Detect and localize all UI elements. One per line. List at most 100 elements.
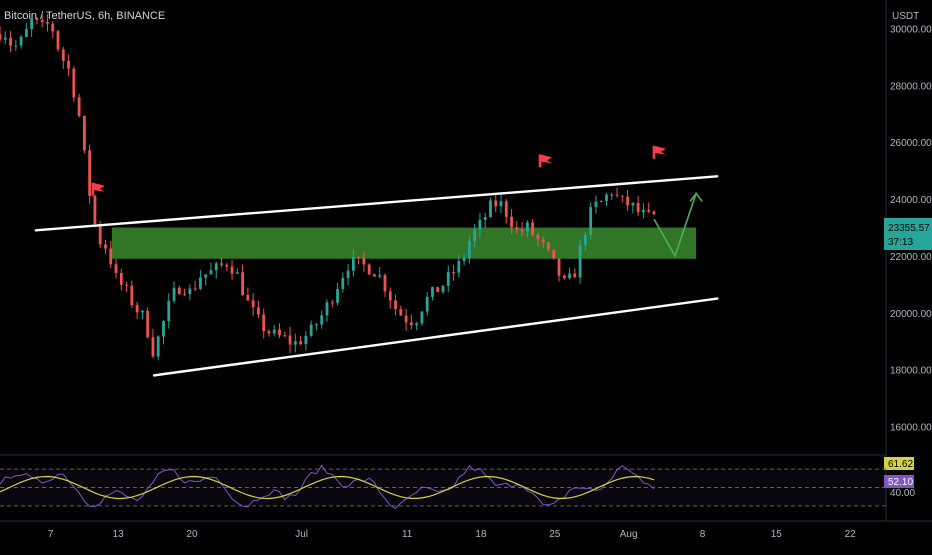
- rsi-ma-line[interactable]: [0, 475, 655, 500]
- candle: [278, 329, 281, 336]
- candle: [367, 264, 371, 275]
- projection-path[interactable]: [653, 193, 697, 258]
- candle: [552, 249, 556, 259]
- channel-lower-line[interactable]: [152, 297, 719, 377]
- price-tick-label: 22000.00: [890, 252, 932, 263]
- candle: [636, 203, 640, 213]
- candle: [362, 257, 366, 265]
- candle: [399, 309, 403, 316]
- candle: [489, 200, 492, 218]
- candle: [188, 288, 192, 295]
- candle: [583, 234, 587, 246]
- candle: [436, 287, 440, 292]
- candle: [605, 194, 608, 201]
- time-tick-label: 20: [186, 529, 198, 540]
- candle: [119, 273, 123, 285]
- candle: [93, 195, 97, 224]
- candle: [573, 273, 577, 278]
- candle: [626, 196, 629, 206]
- support-zone[interactable]: [111, 227, 697, 259]
- candle: [9, 37, 12, 46]
- candle: [446, 272, 450, 286]
- candle: [378, 275, 382, 277]
- candle: [135, 305, 139, 313]
- candle: [594, 201, 598, 208]
- candle: [525, 222, 529, 232]
- candle: [383, 275, 387, 292]
- candle: [510, 216, 513, 228]
- candle: [241, 272, 244, 296]
- candle: [130, 285, 134, 306]
- candle: [599, 200, 603, 202]
- candle: [204, 274, 208, 278]
- channel-upper-line[interactable]: [34, 175, 719, 232]
- candle: [77, 97, 81, 116]
- candle: [652, 211, 656, 215]
- time-tick-label: 18: [475, 529, 487, 540]
- candle: [336, 289, 339, 303]
- candle: [467, 241, 471, 258]
- candle: [415, 323, 419, 326]
- candle: [220, 263, 223, 265]
- candle: [262, 314, 266, 332]
- candle: [46, 21, 49, 24]
- candle: [172, 287, 176, 301]
- candle: [98, 223, 102, 245]
- candle: [167, 300, 171, 322]
- candle: [420, 311, 424, 324]
- last-price-badge: 23355.57 37:13: [884, 218, 932, 250]
- time-tick-label: 15: [771, 529, 783, 540]
- candle: [315, 324, 318, 326]
- time-tick-label: Aug: [620, 529, 638, 540]
- candle: [235, 272, 239, 274]
- candle: [288, 335, 292, 345]
- candle: [483, 217, 487, 220]
- candle: [214, 263, 218, 271]
- candle: [568, 273, 571, 279]
- candle: [325, 302, 329, 316]
- projection-arrowhead: [689, 192, 703, 202]
- candle: [225, 264, 229, 267]
- candle: [462, 257, 466, 262]
- candle: [151, 337, 155, 357]
- rsi-band: [0, 469, 886, 506]
- candle: [199, 277, 202, 289]
- candle: [72, 68, 76, 98]
- candle: [557, 258, 561, 276]
- flag-banner: [540, 154, 553, 164]
- candle: [104, 244, 107, 249]
- rsi-value: 52.10: [888, 477, 913, 488]
- candle: [541, 239, 545, 243]
- candle: [183, 294, 186, 296]
- candle: [67, 60, 70, 69]
- rsi-value-badge: 52.10: [884, 475, 914, 488]
- candle: [209, 270, 213, 275]
- candle: [631, 203, 635, 206]
- price-tick-label: 18000.00: [890, 366, 932, 377]
- candle: [409, 322, 413, 326]
- candle: [320, 315, 324, 325]
- candle: [473, 229, 477, 242]
- candle: [357, 256, 361, 258]
- candle: [114, 264, 118, 274]
- candle: [0, 34, 2, 40]
- candle: [299, 341, 303, 345]
- candle: [394, 300, 397, 310]
- time-tick-label: 11: [402, 529, 413, 540]
- candle: [293, 341, 297, 345]
- candle: [404, 315, 408, 323]
- candle: [304, 335, 308, 345]
- rsi-line[interactable]: [0, 464, 655, 510]
- candle: [388, 291, 392, 301]
- candle: [14, 45, 18, 47]
- candle: [109, 248, 113, 265]
- candle: [494, 200, 498, 207]
- candle: [40, 19, 44, 22]
- candle: [615, 194, 619, 196]
- currency-label: USDT: [892, 11, 919, 22]
- symbol-title: Bitcoin / TetherUS, 6h, BINANCE: [4, 10, 165, 22]
- candle: [425, 296, 429, 312]
